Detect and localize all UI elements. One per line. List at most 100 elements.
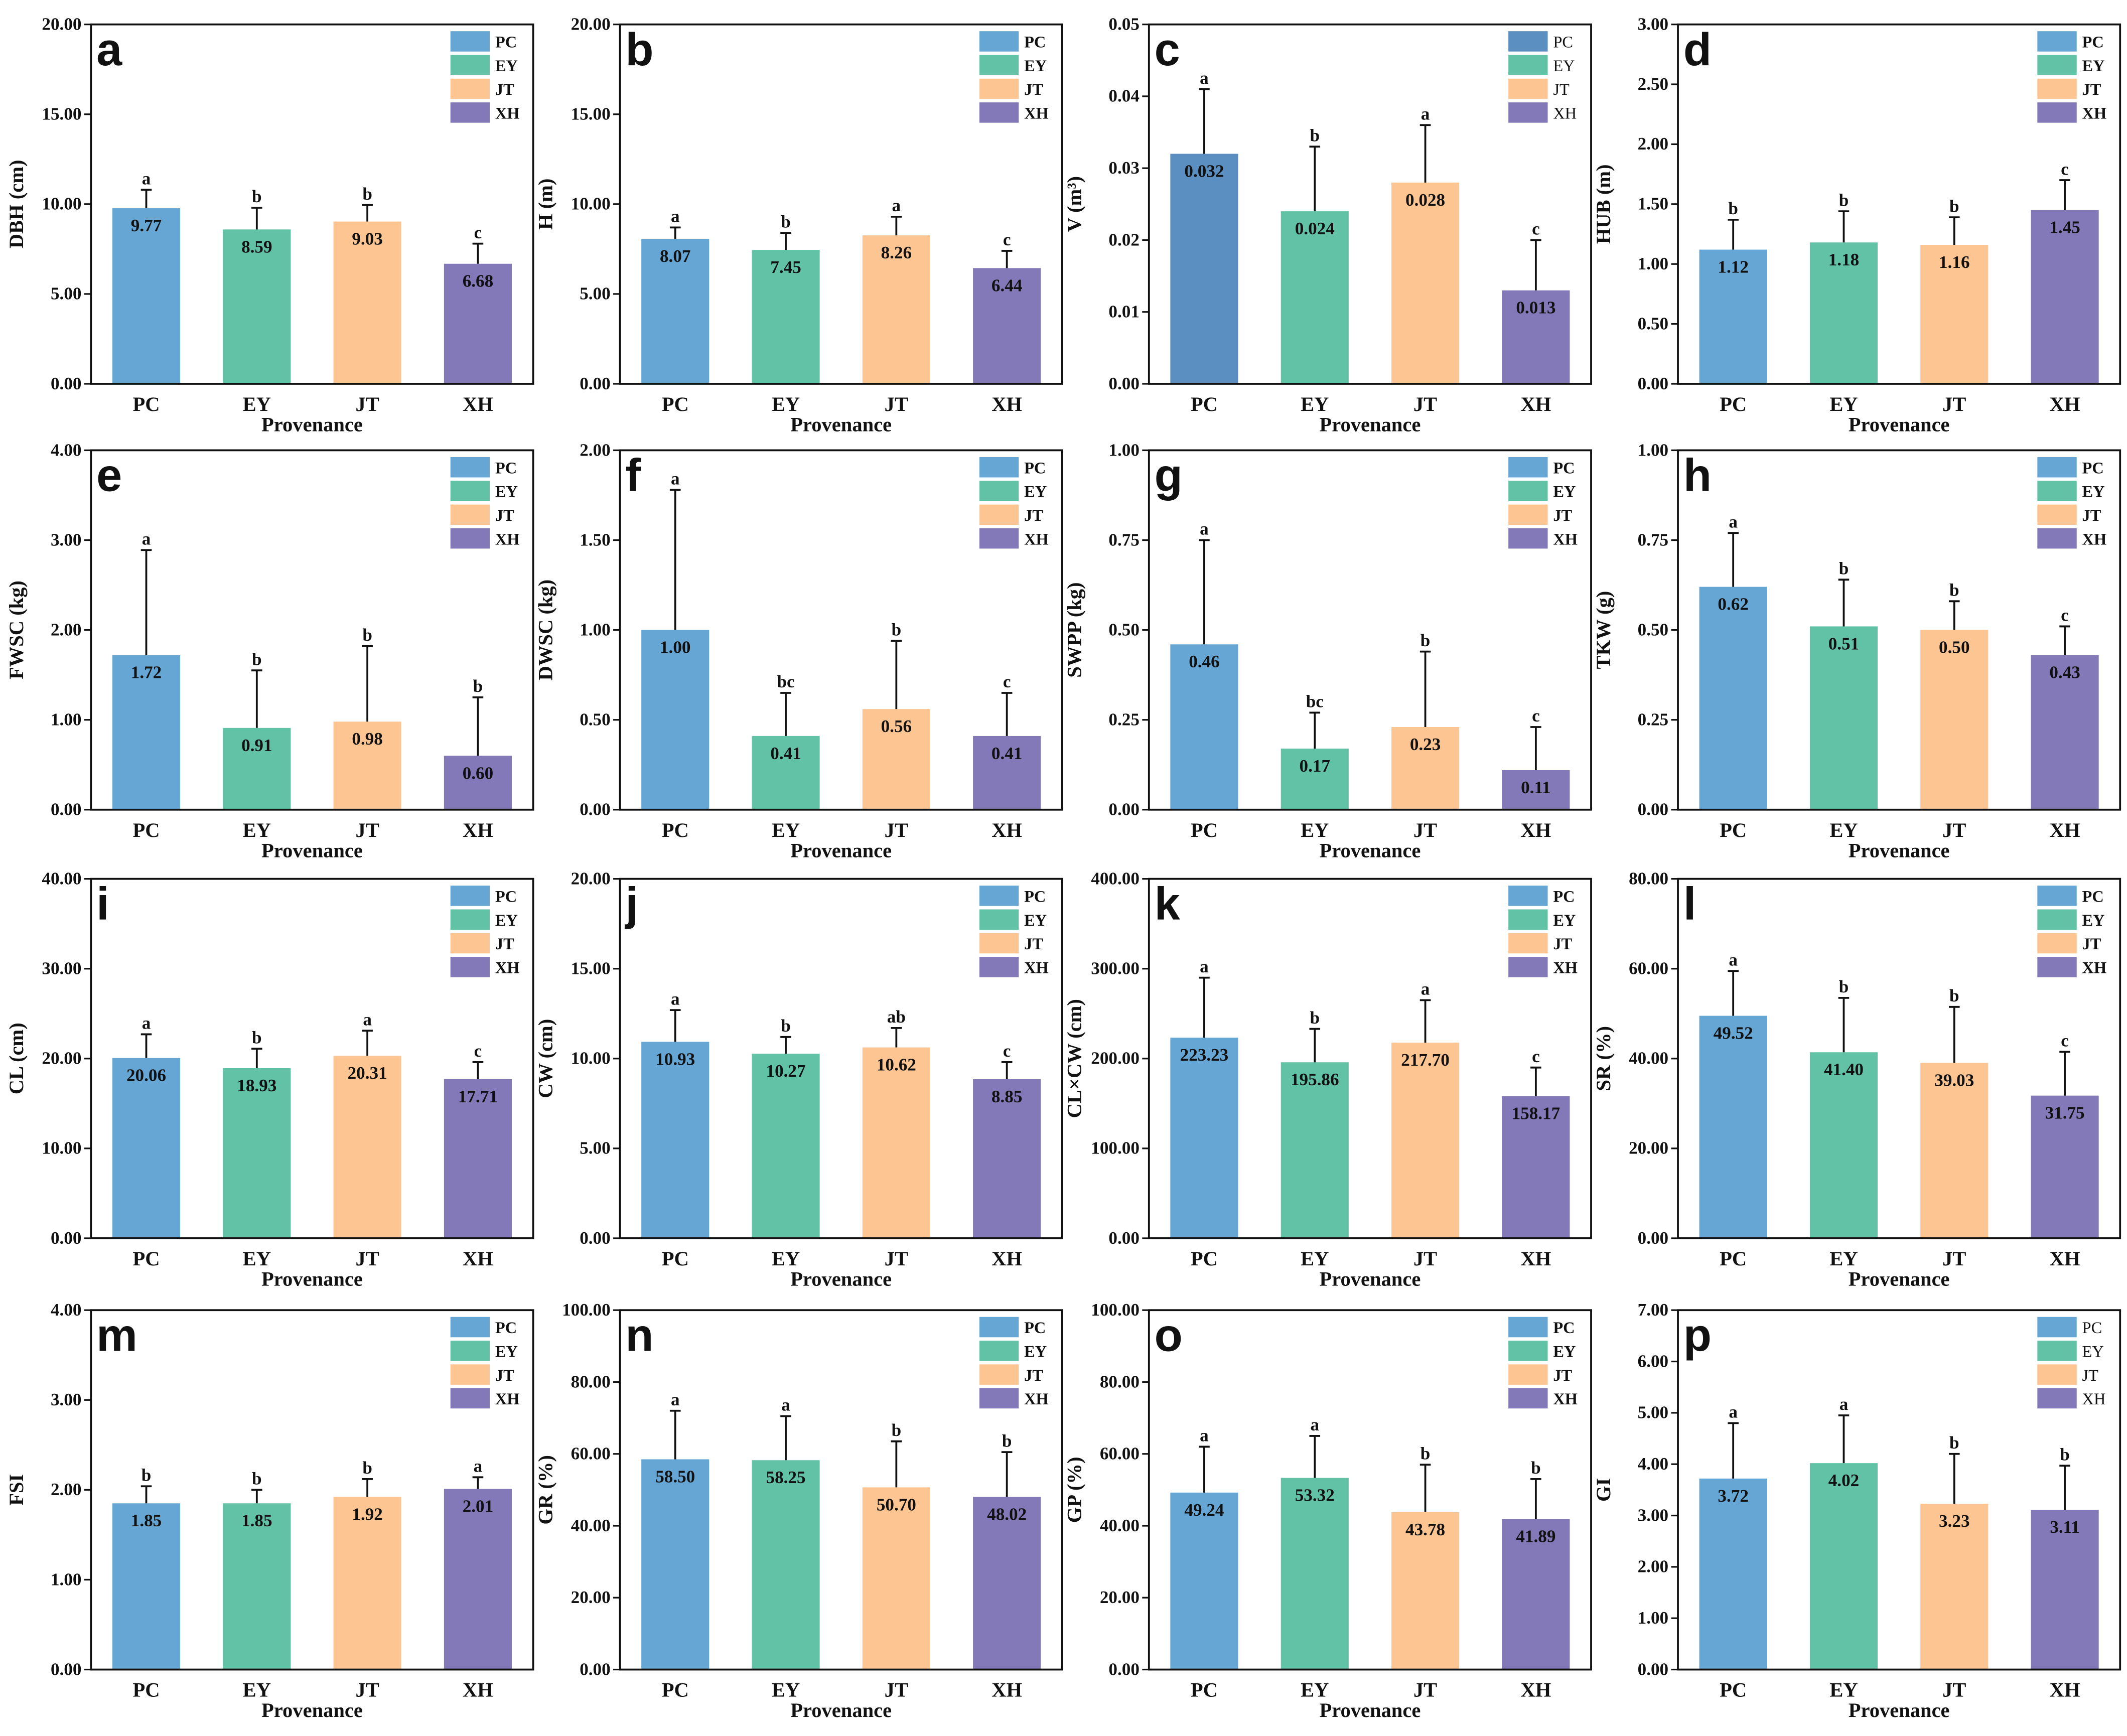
legend-swatch-jt — [2037, 504, 2077, 525]
legend-swatch-pc — [1508, 31, 1548, 52]
value-label: 0.17 — [1300, 756, 1330, 776]
y-tick-label: 0.00 — [1108, 1659, 1139, 1679]
value-label: 1.72 — [131, 663, 162, 682]
legend-label: XH — [495, 530, 520, 548]
legend-label: JT — [495, 81, 514, 99]
panel-a: 0.00 5.00 10.00 15.00 20.00 DBH (cm) a 9.77 PC b 8… — [5, 14, 534, 436]
significance-letter: a — [1729, 1402, 1738, 1422]
legend-label: XH — [1024, 530, 1049, 548]
legend-label: JT — [1553, 935, 1572, 953]
x-tick-label: XH — [991, 1247, 1022, 1270]
y-tick-label: 80.00 — [1100, 1372, 1140, 1391]
significance-letter: b — [892, 620, 902, 639]
legend-label: XH — [1553, 959, 1578, 977]
panel-k: 0.00 100.00 200.00 300.00 400.00 CL×CW (cm) a 2… — [1063, 869, 1592, 1290]
x-tick-label: EY — [1829, 1247, 1858, 1270]
y-tick-label: 6.00 — [1638, 1351, 1668, 1371]
panel-letter: j — [624, 879, 638, 930]
legend-label: EY — [1024, 1343, 1047, 1361]
value-label: 0.024 — [1295, 219, 1335, 238]
significance-letter: a — [142, 529, 151, 548]
plot-frame — [90, 23, 534, 385]
bar-ey — [1281, 211, 1349, 384]
bar-jt — [1391, 182, 1460, 384]
y-tick-label: 0.00 — [1638, 1228, 1668, 1248]
value-label: 58.25 — [766, 1468, 806, 1487]
value-label: 0.11 — [1521, 778, 1551, 797]
bar-jt — [862, 1047, 930, 1238]
legend-label: PC — [1553, 1319, 1575, 1337]
y-tick-label: 20.00 — [571, 869, 611, 888]
legend-label: JT — [1553, 507, 1572, 525]
legend-label: XH — [1553, 530, 1578, 548]
legend-swatch-pc — [2037, 457, 2077, 478]
value-label: 0.60 — [463, 763, 493, 783]
legend-swatch-ey — [450, 1341, 490, 1361]
x-tick-label: EY — [243, 1247, 271, 1270]
value-label: 31.75 — [2045, 1103, 2085, 1123]
significance-letter: b — [2060, 1444, 2070, 1464]
y-tick-label: 0.00 — [51, 1659, 81, 1679]
bar-xh — [1502, 1519, 1570, 1670]
x-tick-label: EY — [1301, 1247, 1329, 1270]
plot-frame — [619, 1309, 1063, 1671]
legend-label: EY — [1553, 1343, 1576, 1361]
significance-letter: a — [1729, 512, 1738, 531]
y-axis-label: SR (%) — [1592, 1026, 1615, 1091]
legend-swatch-xh — [450, 1388, 490, 1409]
legend-swatch-jt — [979, 504, 1019, 525]
panel-letter: n — [625, 1310, 653, 1361]
legend-label: JT — [1553, 81, 1570, 99]
significance-letter: c — [2061, 159, 2069, 179]
panel-c: 0.00 0.01 0.02 0.03 0.04 0.05 V (m³) a 0.032 PC b 0… — [1063, 14, 1592, 436]
y-axis-label: FSI — [5, 1474, 28, 1506]
x-tick-label: PC — [1720, 1679, 1747, 1701]
legend-label: JT — [2082, 507, 2101, 525]
significance-letter: b — [1310, 1008, 1320, 1028]
panel-e: 0.00 1.00 2.00 3.00 4.00 FWSC (kg) a 1.72 PC b 0.9… — [5, 440, 534, 861]
legend-label: JT — [1024, 507, 1043, 525]
legend-swatch-ey — [2037, 1341, 2077, 1361]
significance-letter: a — [1200, 957, 1209, 976]
significance-letter: b — [362, 1458, 372, 1478]
y-tick-label: 7.00 — [1638, 1300, 1668, 1320]
legend-label: XH — [2082, 530, 2107, 548]
significance-letter: b — [252, 649, 262, 669]
legend-swatch-xh — [2037, 1388, 2077, 1409]
legend-swatch-jt — [2037, 78, 2077, 99]
panel-p: 0.00 1.00 2.00 3.00 4.00 5.00 6.00 7.00 GI a 3.72 P… — [1592, 1300, 2121, 1721]
legend-label: XH — [2082, 105, 2107, 123]
legend-swatch-xh — [1508, 1388, 1548, 1409]
x-tick-label: PC — [1720, 819, 1747, 841]
x-axis-label: Provenance — [790, 1268, 892, 1290]
legend-swatch-xh — [450, 102, 490, 123]
legend-label: JT — [2082, 1367, 2099, 1385]
bar-ey — [752, 250, 820, 384]
y-tick-label: 100.00 — [1091, 1138, 1140, 1158]
y-tick-label: 15.00 — [571, 959, 611, 978]
legend-swatch-jt — [450, 933, 490, 954]
value-label: 1.92 — [352, 1505, 382, 1524]
y-axis-label: TKW (g) — [1592, 591, 1615, 669]
x-tick-label: PC — [1720, 1247, 1747, 1270]
legend-swatch-xh — [1508, 528, 1548, 549]
y-tick-label: 4.00 — [51, 440, 81, 460]
y-axis-label: CW (cm) — [534, 1019, 556, 1098]
y-tick-label: 20.00 — [571, 1587, 611, 1607]
x-tick-label: JT — [1413, 819, 1437, 841]
value-label: 0.028 — [1405, 190, 1445, 210]
legend-swatch-ey — [1508, 481, 1548, 501]
x-tick-label: JT — [1413, 393, 1437, 415]
y-axis-label: H (m) — [534, 179, 556, 230]
value-label: 41.40 — [1824, 1060, 1864, 1079]
bar-ey — [1809, 242, 1878, 384]
legend-swatch-ey — [1508, 55, 1548, 76]
significance-letter: b — [141, 1465, 152, 1485]
legend-swatch-pc — [1508, 1317, 1548, 1338]
legend-swatch-xh — [450, 528, 490, 549]
bar-pc — [112, 655, 181, 810]
significance-letter: b — [252, 1028, 262, 1047]
y-tick-label: 0.01 — [1108, 302, 1139, 322]
value-label: 1.12 — [1718, 257, 1748, 277]
legend-swatch-ey — [979, 1341, 1019, 1361]
